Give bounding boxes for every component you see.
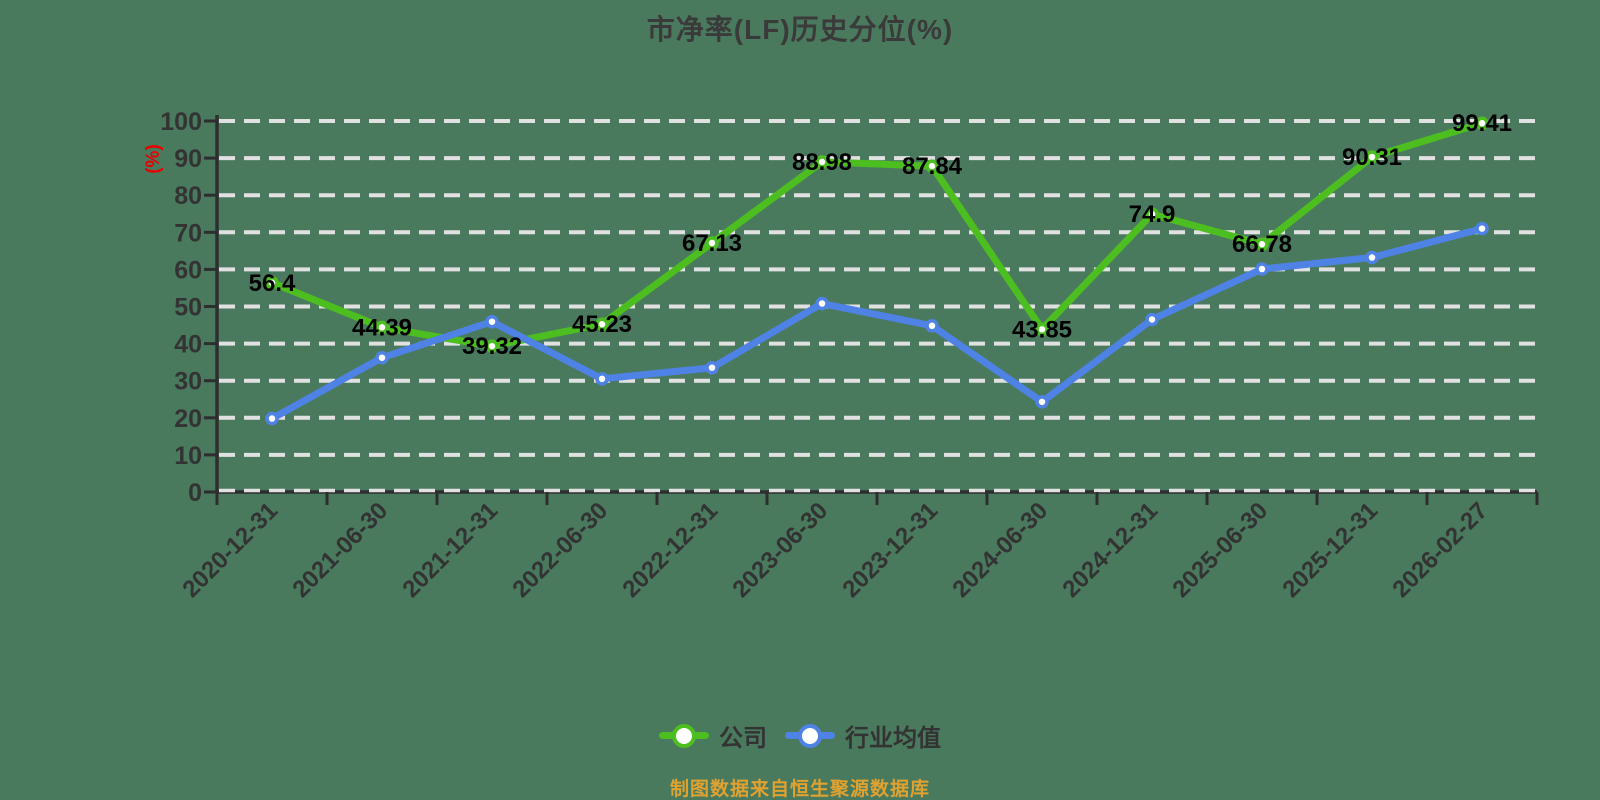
company-point[interactable]	[1475, 116, 1489, 130]
legend-item-industry-average[interactable]: 行业均值	[785, 718, 941, 753]
company-data-label: 43.85	[1012, 316, 1072, 343]
company-point[interactable]	[485, 339, 499, 353]
company-data-label: 88.98	[792, 149, 852, 176]
company-series-symbol-icon	[659, 723, 709, 748]
company-data-label: 87.84	[902, 153, 963, 180]
industry-average-point[interactable]	[1475, 221, 1489, 236]
industry-series-symbol-icon	[785, 723, 835, 748]
chart-title: 市净率(LF)历史分位(%)	[646, 14, 954, 45]
y-axis-label: 10	[174, 442, 202, 470]
industry-average-point[interactable]	[1365, 250, 1379, 265]
y-axis-label: 60	[174, 256, 202, 284]
company-data-label: 45.23	[572, 311, 632, 338]
y-axis-label: 80	[174, 182, 202, 210]
y-axis-label: 100	[160, 108, 202, 136]
y-axis-label: 90	[174, 145, 202, 173]
company-point[interactable]	[925, 159, 939, 173]
industry-average-point[interactable]	[705, 360, 719, 375]
x-axis-label: 2023-12-31	[837, 497, 943, 603]
company-point[interactable]	[705, 236, 719, 250]
company-line	[268, 119, 1486, 350]
company-data-label: 44.39	[352, 314, 412, 341]
company-data-label: 74.9	[1129, 201, 1176, 228]
legend-item-company[interactable]: 公司	[659, 718, 767, 753]
company-data-label: 66.78	[1232, 231, 1292, 258]
company-series-dot-icon	[672, 723, 696, 748]
x-axis-label: 2024-12-31	[1057, 497, 1163, 603]
x-axis-label: 2021-12-31	[397, 497, 503, 603]
x-axis-label: 2025-06-30	[1167, 497, 1273, 603]
company-data-label: 39.32	[462, 333, 522, 360]
y-axis-label: 0	[188, 479, 202, 507]
y-axis-label: 70	[174, 219, 202, 247]
legend: 公司 行业均值	[0, 718, 1600, 753]
company-point[interactable]	[265, 276, 279, 290]
industry-series-dot-icon	[798, 723, 822, 748]
company-data-label: 56.4	[249, 270, 296, 297]
industry-average-point[interactable]	[1255, 262, 1269, 276]
x-axis-label: 2021-06-30	[287, 497, 393, 603]
company-point[interactable]	[1255, 237, 1269, 251]
company-point[interactable]	[375, 320, 389, 335]
y-axis-label: 50	[174, 294, 202, 322]
industry-average-point[interactable]	[925, 319, 939, 333]
x-axis-label: 2023-06-30	[727, 497, 833, 603]
industry-average-point[interactable]	[1035, 395, 1049, 409]
x-axis-label: 2022-12-31	[617, 497, 723, 603]
data-source-note: 制图数据来自恒生聚源数据库	[669, 779, 930, 800]
industry-average-point[interactable]	[265, 411, 279, 426]
company-point[interactable]	[1145, 207, 1159, 221]
x-axis-label: 2026-02-27	[1387, 497, 1493, 603]
company-point[interactable]	[1035, 322, 1049, 337]
industry-average-point[interactable]	[815, 296, 829, 311]
company-point[interactable]	[595, 317, 609, 331]
company-point[interactable]	[1365, 150, 1379, 164]
company-point[interactable]	[815, 155, 829, 169]
industry-average-point[interactable]	[375, 350, 389, 365]
industry-average-point[interactable]	[595, 372, 609, 386]
company-data-label: 90.31	[1342, 144, 1402, 171]
y-axis-label: 20	[174, 405, 202, 433]
industry-average-point[interactable]	[1145, 312, 1159, 327]
x-axis-label: 2022-06-30	[507, 497, 613, 603]
y-axis-label: 40	[174, 331, 202, 359]
industry-average-point[interactable]	[485, 314, 499, 329]
company-data-label: 99.41	[1452, 110, 1512, 137]
company-data-label: 67.13	[682, 230, 742, 257]
x-axis-label: 2025-12-31	[1277, 497, 1383, 603]
y-axis-label: 30	[174, 368, 202, 396]
legend-label-industry-average: 行业均值	[845, 725, 941, 752]
industry-average-line	[268, 225, 1486, 423]
x-axis-label: 2020-12-31	[177, 497, 283, 603]
legend-label-company: 公司	[719, 725, 767, 752]
x-axis-label: 2024-06-30	[947, 497, 1053, 603]
